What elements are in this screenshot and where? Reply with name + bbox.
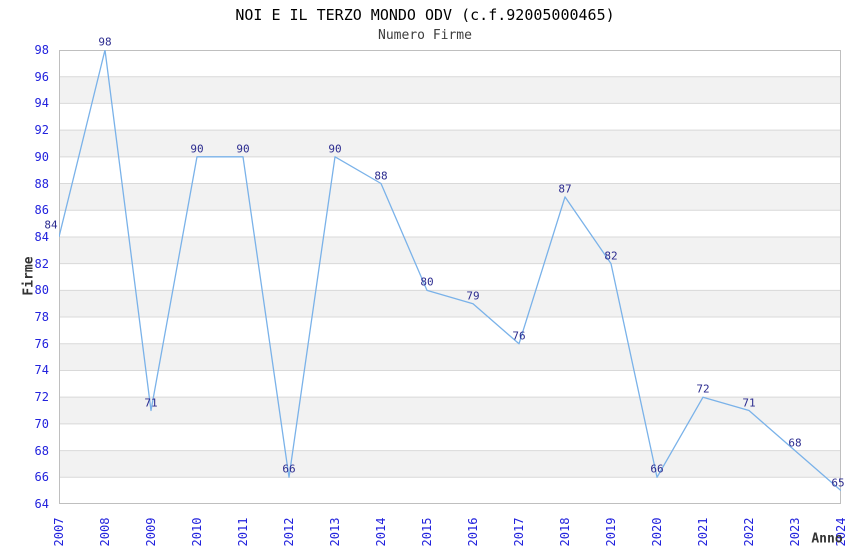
x-tick-label: 2017: [512, 517, 526, 547]
data-label: 88: [374, 169, 388, 183]
x-tick-label: 2019: [604, 517, 618, 547]
y-tick-label: 66: [34, 470, 49, 485]
data-label: 82: [604, 249, 618, 263]
data-label: 80: [420, 275, 434, 289]
x-tick-label: 2010: [190, 517, 204, 547]
grid-band: [59, 397, 841, 424]
y-tick-label: 96: [34, 69, 49, 84]
data-label: 71: [144, 396, 158, 410]
grid-band: [59, 290, 841, 318]
grid-band: [59, 183, 841, 211]
y-tick-label: 94: [34, 96, 49, 111]
data-label: 76: [512, 329, 526, 343]
y-tick-label: 92: [34, 123, 49, 138]
y-tick-label: 72: [34, 390, 49, 405]
data-label: 66: [282, 462, 296, 476]
x-tick-label: 2015: [420, 517, 434, 547]
series-line: [58, 49, 842, 492]
x-tick-label: 2012: [282, 517, 296, 547]
plot-area: [58, 49, 842, 505]
y-tick-label: 68: [34, 443, 49, 458]
x-tick-label: 2022: [742, 517, 756, 547]
data-label: 79: [466, 289, 480, 303]
data-label: 72: [696, 382, 710, 396]
plot-border: [59, 50, 841, 504]
data-label: 65: [831, 476, 845, 490]
x-tick-label: 2008: [98, 517, 112, 547]
x-tick-label: 2020: [650, 517, 664, 547]
data-label: 66: [650, 462, 664, 476]
x-tick-label: 2007: [52, 517, 66, 547]
y-tick-label: 86: [34, 203, 49, 218]
grid-band: [59, 450, 841, 478]
x-tick-label: 2016: [466, 517, 480, 547]
y-tick-label: 98: [34, 43, 49, 57]
chart-subtitle: Numero Firme: [378, 28, 472, 43]
data-label: 68: [788, 436, 802, 450]
grid-band: [59, 236, 841, 264]
grid-band: [59, 130, 841, 157]
y-tick-label: 76: [34, 336, 49, 351]
y-axis-title: Firme: [21, 256, 37, 296]
y-tick-label: 70: [34, 416, 49, 431]
y-tick-label: 74: [34, 363, 49, 378]
data-label: 90: [190, 142, 204, 156]
y-tick-label: 78: [34, 310, 49, 325]
y-tick-label: 64: [34, 497, 49, 511]
data-label: 98: [98, 35, 112, 49]
data-label: 90: [236, 142, 250, 156]
data-label: 90: [328, 142, 342, 156]
x-axis-title: Anno: [811, 531, 843, 547]
data-label: 84: [44, 218, 58, 232]
x-tick-label: 2018: [558, 517, 572, 547]
data-label: 87: [558, 182, 572, 196]
y-tick-label: 90: [34, 149, 49, 164]
y-tick-label: 84: [34, 229, 49, 244]
grid-band: [59, 343, 841, 371]
y-tick-label: 82: [34, 256, 49, 271]
x-tick-label: 2023: [788, 517, 802, 547]
plot-svg: [58, 49, 842, 505]
chart-title: NOI E IL TERZO MONDO ODV (c.f.9200500046…: [235, 6, 615, 24]
x-tick-label: 2011: [236, 517, 250, 547]
grid-band: [59, 76, 841, 104]
x-tick-label: 2013: [328, 517, 342, 547]
y-tick-label: 88: [34, 176, 49, 191]
x-tick-label: 2014: [374, 517, 388, 547]
x-tick-label: 2009: [144, 517, 158, 547]
data-label: 71: [742, 396, 756, 410]
y-tick-label: 80: [34, 283, 49, 298]
x-tick-label: 2021: [696, 517, 710, 547]
